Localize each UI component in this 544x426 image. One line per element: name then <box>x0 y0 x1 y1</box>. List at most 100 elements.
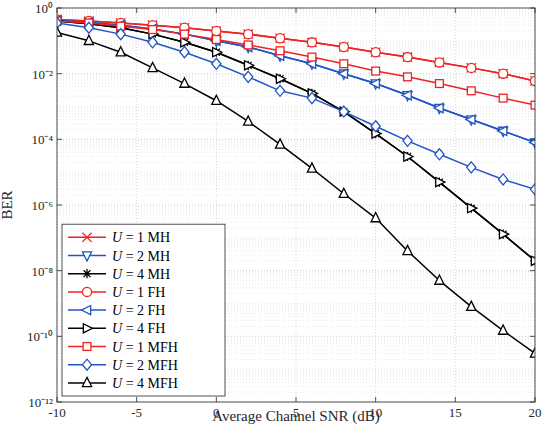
data-point <box>212 48 221 57</box>
tick <box>57 139 62 140</box>
data-point <box>372 67 380 75</box>
data-point <box>212 36 220 44</box>
data-point <box>467 87 475 95</box>
data-point <box>276 47 284 55</box>
data-point <box>499 69 508 78</box>
data-point <box>84 22 93 33</box>
tick-label: 10⁻¹² <box>28 395 53 410</box>
tick <box>530 8 535 9</box>
data-point <box>244 30 253 39</box>
data-point <box>529 138 535 147</box>
data-point <box>434 103 443 112</box>
data-point <box>307 163 316 172</box>
data-point <box>435 149 444 160</box>
tick <box>530 73 535 74</box>
data-point <box>467 162 476 173</box>
tick-label: 10⁻² <box>32 67 53 82</box>
minor-grid-line <box>57 58 535 59</box>
data-point <box>468 204 477 213</box>
data-point <box>340 60 348 68</box>
minor-grid-line <box>57 78 535 79</box>
data-point <box>275 74 284 83</box>
data-point <box>116 29 125 40</box>
data-point <box>275 139 284 148</box>
minor-grid-line <box>57 208 535 209</box>
minor-grid-line <box>57 90 535 91</box>
legend-label: U = 4 MH <box>112 267 170 282</box>
legend-label: U = 2 FH <box>112 303 165 318</box>
data-point <box>435 58 444 67</box>
data-point <box>370 79 379 88</box>
data <box>57 15 535 357</box>
data-point <box>181 30 189 38</box>
data-point <box>181 38 190 47</box>
data-point <box>435 275 444 284</box>
data-point <box>371 121 380 132</box>
tick <box>530 402 535 403</box>
data-point <box>403 135 412 146</box>
legend: U = 1 MHU = 2 MHU = 4 MHU = 1 FHU = 2 FH… <box>62 224 225 396</box>
data-point <box>57 27 62 36</box>
data-point <box>466 115 475 124</box>
data-point <box>275 34 284 43</box>
legend-label: U = 2 MH <box>112 249 170 264</box>
data-point <box>371 80 380 89</box>
data-point <box>340 107 349 116</box>
tick <box>57 8 62 9</box>
tick <box>455 397 456 402</box>
legend-marker <box>83 324 92 333</box>
data-point <box>499 94 507 102</box>
data-point <box>244 116 253 125</box>
legend-label: U = 1 MH <box>112 230 170 245</box>
legend-marker <box>82 287 91 296</box>
tick <box>57 73 62 74</box>
data-point <box>435 58 444 67</box>
data-point <box>498 126 507 135</box>
tick <box>375 8 376 13</box>
data-point <box>467 301 476 310</box>
grid-line <box>57 205 535 206</box>
data-point <box>499 69 508 78</box>
data-point <box>212 26 221 35</box>
data-point <box>467 116 476 125</box>
tick <box>57 270 62 271</box>
data-point <box>339 188 348 197</box>
grid <box>57 8 535 402</box>
grid-line <box>455 8 456 402</box>
data-point <box>211 36 220 45</box>
data-point <box>403 52 412 61</box>
background <box>0 0 544 426</box>
data-point <box>212 58 221 69</box>
data-point <box>307 93 316 104</box>
data-point <box>530 76 535 85</box>
data-point <box>530 348 535 357</box>
data-point <box>499 325 508 334</box>
tick-label: 10⁻⁸ <box>31 264 53 279</box>
tick <box>136 397 137 402</box>
data-point <box>339 70 348 79</box>
legend-marker <box>82 269 91 278</box>
data-point <box>371 48 380 57</box>
data-point <box>179 30 188 39</box>
minor-grid-line <box>57 144 535 145</box>
series <box>57 17 535 194</box>
data-point <box>275 85 284 96</box>
data-point <box>435 80 443 88</box>
data-point <box>244 41 252 49</box>
tick <box>530 139 535 140</box>
tick-label: 20 <box>529 405 542 420</box>
data-point <box>84 35 93 44</box>
data-point <box>276 74 285 83</box>
legend-label: U = 4 FH <box>112 321 165 336</box>
data-point <box>531 101 535 109</box>
data-point <box>530 76 535 85</box>
data-point <box>403 92 412 101</box>
axes: -10-50510152010⁻¹²10⁻¹⁰10⁻⁸10⁻⁶10⁻⁴10⁻²1… <box>27 1 541 420</box>
data-point <box>339 107 348 116</box>
tick <box>296 8 297 13</box>
tick-label: 10⁰ <box>35 1 53 16</box>
minor-grid-line <box>57 175 535 176</box>
data-point <box>307 38 316 47</box>
tick <box>455 8 456 13</box>
tick <box>535 8 536 13</box>
